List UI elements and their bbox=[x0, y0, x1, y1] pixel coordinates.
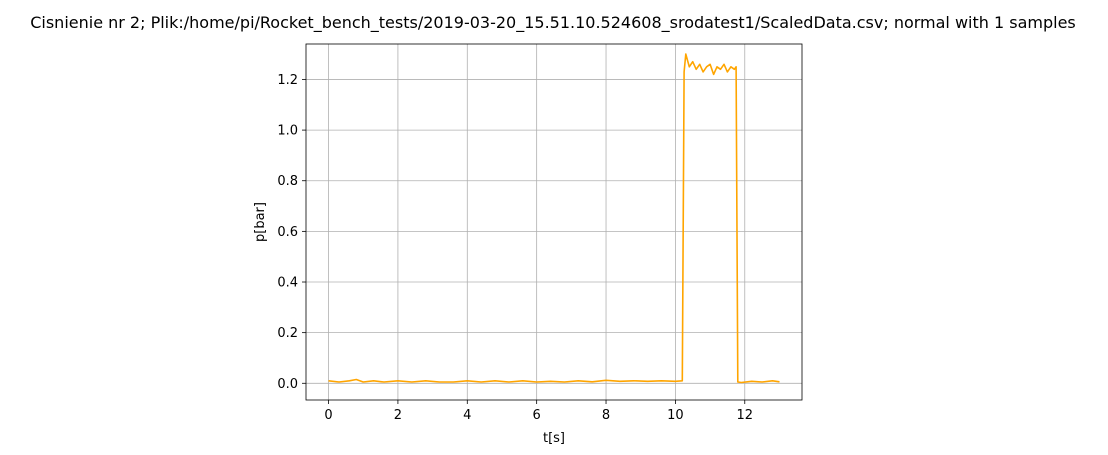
series-layer bbox=[328, 53, 780, 384]
y-tick-label: 0.4 bbox=[277, 276, 298, 291]
y-tick-label: 0.0 bbox=[277, 377, 298, 392]
x-tick-label: 10 bbox=[667, 408, 684, 423]
y-tick-label: 1.2 bbox=[277, 73, 298, 88]
x-tick-label: 4 bbox=[463, 408, 471, 423]
x-tick-label: 12 bbox=[736, 408, 753, 423]
ticks: 0 2 4 6 8 10 12 0.0 0.2 0.4 0.6 0.8 1.0 1.2 bbox=[277, 73, 753, 423]
y-tick-label: 0.2 bbox=[277, 326, 298, 341]
y-axis-label: p[bar] bbox=[253, 202, 268, 242]
y-tick-label: 1.0 bbox=[277, 124, 298, 139]
y-tick-label: 0.6 bbox=[277, 225, 298, 240]
chart-title: Cisnienie nr 2; Plik:/home/pi/Rocket_ben… bbox=[30, 13, 1076, 33]
x-tick-label: 8 bbox=[602, 408, 610, 423]
grid bbox=[306, 44, 802, 400]
x-tick-label: 6 bbox=[533, 408, 541, 423]
x-axis-label: t[s] bbox=[543, 431, 565, 446]
x-tick-label: 2 bbox=[394, 408, 402, 423]
x-tick-label: 0 bbox=[324, 408, 332, 423]
series-line bbox=[328, 53, 780, 384]
y-tick-label: 0.8 bbox=[277, 174, 298, 189]
plot-frame bbox=[305, 43, 803, 401]
